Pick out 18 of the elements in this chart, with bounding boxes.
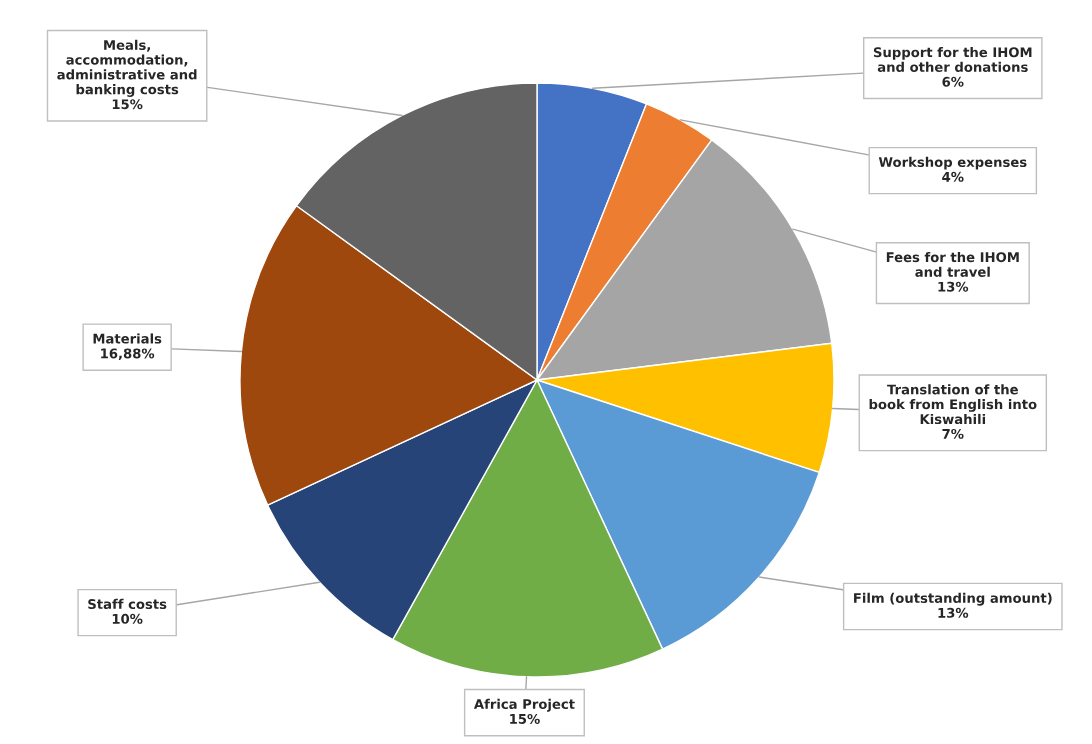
data-label: 7% <box>942 428 964 439</box>
slice-label: Staff costs <box>88 598 167 610</box>
slice-label: Translation of the book from English into Kiswahili <box>869 384 1037 425</box>
data-label: 16,88% <box>101 348 155 361</box>
slice-label: Fees for the IHOM and travel <box>886 251 1019 277</box>
data-label: 15% <box>112 99 143 110</box>
data-label: 15% <box>510 713 540 724</box>
slice-label: Workshop expenses <box>878 156 1027 170</box>
data-label: 13% <box>938 607 969 618</box>
slice-label: Materials <box>93 333 162 344</box>
slice-label: Africa Project <box>473 698 575 712</box>
data-label: 4% <box>942 171 964 182</box>
slice-label: Meals, accommodation, administrative and banking costs <box>57 39 197 97</box>
data-label: 10% <box>112 613 143 624</box>
data-label: 6% <box>942 76 964 87</box>
data-label: 13% <box>938 281 969 292</box>
slice-label: Film (outstanding amount) <box>854 592 1052 606</box>
slice-label: Support for the IHOM and other donations <box>873 46 1032 72</box>
